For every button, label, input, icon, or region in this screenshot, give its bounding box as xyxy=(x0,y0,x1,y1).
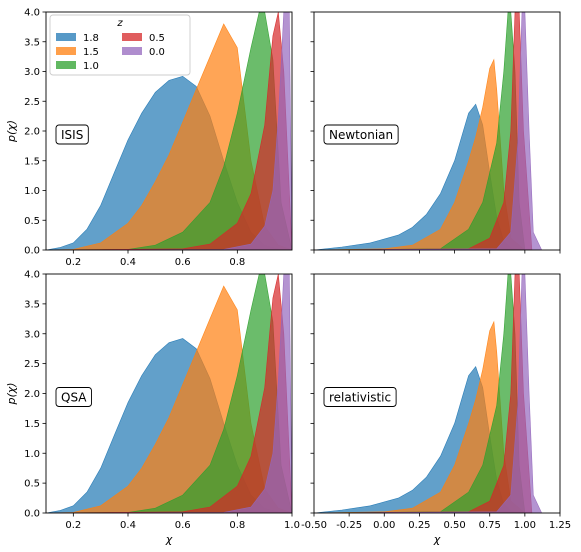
x-tick-label: 1.25 xyxy=(549,520,571,531)
y-tick-label: 4.0 xyxy=(24,8,40,19)
y-tick-label: 0.0 xyxy=(24,509,40,520)
panel-label-box xyxy=(55,387,92,407)
y-tick-label: 1.5 xyxy=(24,156,40,167)
series-group xyxy=(314,274,543,513)
x-tick-label: 0.75 xyxy=(479,520,501,531)
x-tick-label: 0.2 xyxy=(65,520,81,531)
panel-newtonian: Newtonian xyxy=(310,11,561,254)
x-tick-label: 0.8 xyxy=(229,257,245,268)
legend: z 1.8 1.5 1.0 0.5 0.0 xyxy=(49,14,191,76)
series-area-z-0.0 xyxy=(314,274,543,513)
y-tick-label: 4.0 xyxy=(24,270,40,281)
panel-label: relativistic xyxy=(329,391,391,405)
panel-isis: 0.0 0.5 1.0 1.5 2.0 2.5 3.0 3.5 4.0 0.2 0.4 0.6 0.8 p… xyxy=(5,8,293,268)
legend-label: 0.0 xyxy=(149,47,165,58)
panel-label: QSA xyxy=(61,391,87,405)
panel-label-box xyxy=(323,124,399,145)
x-tick-label: 0.4 xyxy=(120,257,136,268)
x-axis-title: χ xyxy=(433,533,441,546)
y-tick-label: 0.5 xyxy=(24,479,40,490)
legend-swatch xyxy=(56,61,76,69)
panel-label: ISIS xyxy=(61,128,83,142)
legend-label: 1.5 xyxy=(83,47,99,58)
legend-label: 1.0 xyxy=(83,61,99,72)
legend-label: 0.5 xyxy=(149,33,165,44)
y-tick-label: 2.0 xyxy=(24,127,40,138)
y-tick-label: 3.5 xyxy=(24,299,40,310)
y-tick-label: 2.0 xyxy=(24,389,40,400)
y-tick-label: 3.5 xyxy=(24,37,40,48)
x-tick-label: 0.00 xyxy=(373,520,395,531)
series-group xyxy=(46,274,292,513)
x-tick-label: 0.25 xyxy=(408,520,430,531)
y-tick-label: 1.5 xyxy=(24,419,40,430)
x-axis-title: χ xyxy=(165,533,173,546)
x-tick-label: -0.25 xyxy=(336,520,362,531)
x-tick-label: 0.6 xyxy=(175,520,191,531)
legend-swatch xyxy=(56,33,76,41)
series-group xyxy=(46,12,292,250)
legend-swatch xyxy=(56,47,76,55)
y-axis-title: p(χ) xyxy=(5,120,18,143)
x-tick-label: 1.0 xyxy=(284,520,300,531)
panel-relativistic: -0.50 -0.25 0.00 0.25 0.50 0.75 1.00 1.25 χ relat… xyxy=(301,273,571,546)
legend-frame xyxy=(49,14,191,76)
legend-swatch xyxy=(122,33,142,41)
legend-swatch xyxy=(122,47,142,55)
x-tick-label: 0.2 xyxy=(65,257,81,268)
y-tick-label: 2.5 xyxy=(24,359,40,370)
panel-label-box xyxy=(55,124,89,145)
series-area-z-0.0 xyxy=(46,12,292,250)
panel-qsa: 0.0 0.5 1.0 1.5 2.0 2.5 3.0 3.5 4.0 0.2 0.4 0.6 0.8 1… xyxy=(5,270,300,547)
y-tick-label: 1.0 xyxy=(24,449,40,460)
x-tick-label: 0.6 xyxy=(175,257,191,268)
panel-label-box xyxy=(323,387,397,407)
y-tick-label: 1.0 xyxy=(24,186,40,197)
y-tick-label: 0.0 xyxy=(24,246,40,257)
series-area-z-0.0 xyxy=(314,12,543,250)
x-tick-label: 0.4 xyxy=(120,520,136,531)
y-tick-label: 3.0 xyxy=(24,67,40,78)
series-group xyxy=(314,12,543,250)
x-tick-label: 0.8 xyxy=(229,520,245,531)
panel-label: Newtonian xyxy=(329,128,393,142)
legend-title: z xyxy=(116,18,123,29)
x-tick-label: -0.50 xyxy=(301,520,327,531)
x-tick-label: 1.00 xyxy=(514,520,536,531)
legend-label: 1.8 xyxy=(83,33,99,44)
y-tick-label: 3.0 xyxy=(24,329,40,340)
series-area-z-0.0 xyxy=(46,274,292,513)
y-axis-title: p(χ) xyxy=(5,382,18,405)
y-tick-label: 0.5 xyxy=(24,216,40,227)
x-tick-label: 0.50 xyxy=(443,520,465,531)
y-tick-label: 2.5 xyxy=(24,97,40,108)
